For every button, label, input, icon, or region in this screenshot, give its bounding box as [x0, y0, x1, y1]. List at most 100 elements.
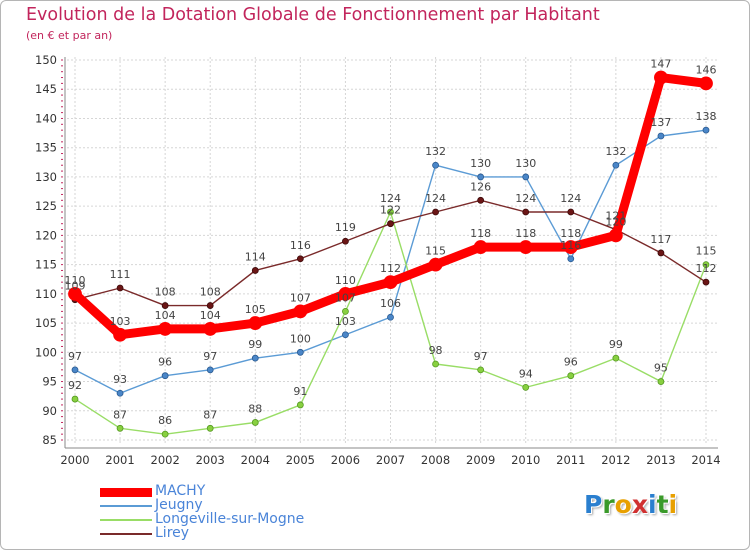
- data-point: [477, 173, 485, 181]
- data-label: 138: [696, 110, 717, 123]
- data-label: 87: [203, 408, 217, 421]
- logo-letter: r: [602, 490, 615, 519]
- data-label: 100: [290, 332, 311, 345]
- data-point: [432, 161, 439, 169]
- data-label: 124: [515, 192, 536, 205]
- data-label: 120: [605, 215, 626, 228]
- data-label: 112: [696, 262, 717, 275]
- data-point: [251, 267, 259, 274]
- data-point: [203, 322, 218, 336]
- data-point: [608, 228, 623, 243]
- data-point: [251, 419, 259, 426]
- data-label: 126: [470, 180, 491, 193]
- data-point: [113, 327, 127, 342]
- y-tick-label: 115: [35, 258, 57, 272]
- data-label: 107: [335, 291, 356, 304]
- data-point: [563, 240, 578, 254]
- data-label: 118: [560, 227, 581, 240]
- y-tick-label: 135: [35, 141, 57, 155]
- legend-swatch-longeville: [100, 519, 152, 521]
- x-tick-label: 2012: [601, 453, 630, 467]
- y-tick-label: 125: [35, 199, 57, 213]
- data-label: 105: [245, 303, 266, 316]
- data-point: [342, 237, 349, 245]
- data-point: [206, 424, 214, 432]
- data-point: [342, 331, 349, 339]
- data-point: [342, 307, 349, 315]
- data-label: 94: [519, 367, 533, 380]
- x-tick-label: 2010: [511, 453, 540, 467]
- data-label: 116: [290, 239, 311, 252]
- data-label: 118: [470, 227, 491, 240]
- data-label: 97: [203, 350, 217, 363]
- y-tick-label: 130: [35, 170, 57, 184]
- x-tick-label: 2013: [646, 453, 675, 467]
- data-label: 115: [696, 245, 717, 258]
- data-point: [702, 278, 710, 286]
- data-point: [428, 257, 443, 272]
- data-point: [522, 208, 530, 216]
- data-label: 132: [605, 145, 626, 158]
- x-tick-label: 2003: [196, 453, 225, 467]
- data-point: [522, 173, 530, 181]
- data-label: 124: [425, 192, 446, 205]
- x-tick-label: 2009: [466, 453, 495, 467]
- y-tick-label: 90: [42, 404, 57, 418]
- data-label: 109: [65, 280, 86, 293]
- data-point: [296, 255, 304, 263]
- data-label: 93: [113, 373, 127, 386]
- legend-swatch-jeugny: [100, 505, 152, 507]
- data-point: [518, 240, 533, 254]
- data-label: 146: [696, 63, 717, 76]
- data-label: 95: [654, 362, 668, 375]
- data-label: 117: [650, 233, 671, 246]
- data-label: 108: [155, 286, 176, 299]
- data-label: 88: [248, 402, 262, 415]
- data-point: [432, 360, 439, 368]
- data-point: [116, 389, 124, 397]
- data-point: [612, 354, 620, 362]
- data-point: [248, 316, 263, 330]
- y-tick-label: 105: [35, 316, 57, 330]
- data-point: [702, 261, 710, 269]
- y-tick-label: 145: [35, 82, 57, 96]
- data-label: 114: [245, 250, 266, 263]
- y-tick-label: 150: [35, 53, 57, 67]
- logo-letter: P: [584, 490, 603, 519]
- data-point: [116, 284, 124, 292]
- data-label: 92: [68, 379, 82, 392]
- logo-letter: i: [648, 490, 657, 519]
- legend-swatch-lirey: [100, 533, 152, 535]
- data-point: [522, 383, 530, 391]
- data-label: 116: [560, 239, 581, 252]
- data-point: [293, 304, 308, 319]
- data-point: [206, 302, 214, 309]
- data-point: [71, 366, 79, 374]
- data-label: 106: [380, 297, 401, 310]
- data-point: [387, 220, 394, 228]
- y-tick-label: 110: [35, 287, 57, 301]
- data-point: [338, 286, 353, 301]
- legend-swatch-machy: [100, 488, 152, 497]
- data-point: [702, 126, 710, 134]
- data-label: 108: [200, 286, 221, 299]
- data-label: 110: [65, 274, 86, 287]
- data-label: 96: [158, 356, 172, 369]
- data-point: [296, 401, 304, 409]
- data-label: 118: [515, 227, 536, 240]
- data-label: 112: [380, 262, 401, 275]
- data-label: 99: [248, 338, 262, 351]
- legend-label: MACHY: [155, 483, 206, 499]
- data-label: 107: [290, 291, 311, 304]
- logo-letter: i: [668, 490, 678, 519]
- data-point: [71, 395, 79, 403]
- x-tick-label: 2002: [151, 453, 180, 467]
- logo-letter: t: [656, 490, 669, 519]
- data-point: [654, 70, 668, 85]
- x-tick-label: 2004: [241, 453, 270, 467]
- x-tick-label: 2008: [421, 453, 450, 467]
- data-label: 99: [609, 338, 623, 351]
- data-point: [161, 430, 169, 438]
- data-point: [567, 255, 575, 263]
- x-tick-label: 2007: [376, 453, 405, 467]
